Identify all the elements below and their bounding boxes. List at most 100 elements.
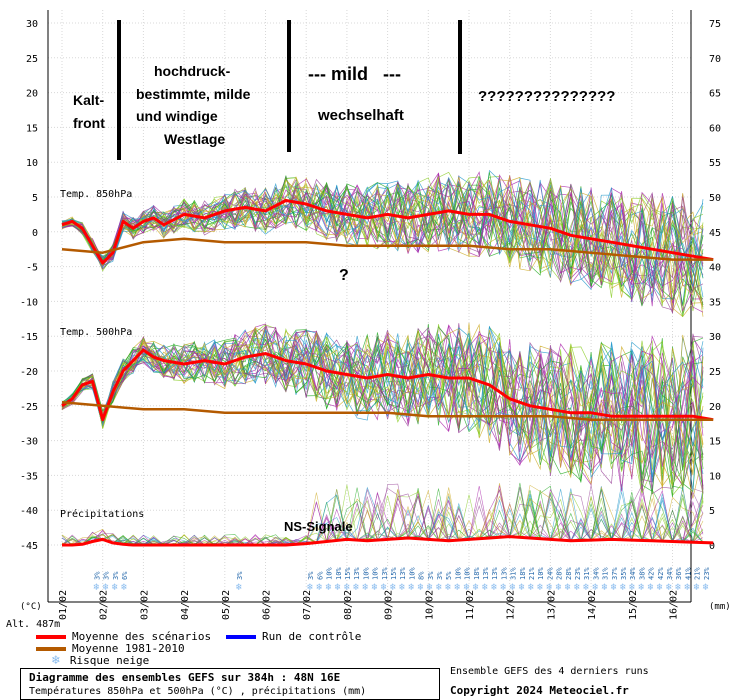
footer-subtitle: Températures 850hPa et 500hPa (°C) , pré…: [29, 686, 367, 697]
snowflake-icon: ❄: [583, 582, 590, 593]
snowflake-icon: ❄: [408, 582, 415, 593]
ensemble-member-line: [61, 172, 704, 301]
snow-risk-label: 6%: [121, 571, 129, 580]
series-line-precip-0: [62, 535, 714, 547]
snowflake-icon: ❄: [556, 582, 563, 593]
snowflake-icon: ❄: [52, 653, 60, 668]
snowflake-icon: ❄: [684, 582, 691, 593]
snowflake-icon: ❄: [565, 582, 572, 593]
x-tick-label: 01/02: [58, 590, 69, 620]
panel-label-500: Temp. 500hPa: [60, 327, 132, 338]
legend-item-mean: Moyenne des scénarios: [36, 630, 211, 643]
x-tick-label: 13/02: [546, 590, 557, 620]
legend-swatch-climate: [36, 646, 66, 651]
x-tick-label: 06/02: [262, 590, 273, 620]
snow-risk-label: 36%: [675, 567, 683, 580]
annotation-question-mark: ?: [339, 267, 349, 284]
left-tick-label: -40: [20, 506, 38, 517]
snow-risk-label: 10%: [335, 567, 343, 580]
right-tick-label: 40: [709, 263, 721, 274]
snow-risk-label: 21%: [694, 567, 702, 580]
snow-risk-label: 24%: [546, 567, 554, 580]
snowflake-icon: ❄: [335, 582, 342, 593]
ensemble-member-line: [61, 183, 704, 303]
legend-label-control: Run de contrôle: [262, 630, 362, 643]
snowflake-icon: ❄: [344, 582, 351, 593]
ensemble-member-line: [61, 327, 704, 460]
snow-risk-label: 37%: [611, 567, 619, 580]
snow-risk-label: 35%: [620, 567, 628, 580]
snow-risk-label: 15%: [390, 567, 398, 580]
snow-risk-label: 42%: [648, 567, 656, 580]
left-tick-label: -10: [20, 297, 38, 308]
snow-risk-label: 10%: [454, 567, 462, 580]
left-tick-label: -25: [20, 402, 38, 413]
snow-risk-label: 42%: [657, 567, 665, 580]
ensemble-member-line: [61, 330, 704, 464]
snow-risk-label: 3%: [103, 571, 111, 580]
snowflake-icon: ❄: [491, 582, 498, 593]
right-tick-label: 5: [709, 506, 715, 517]
snow-risk-label: 28%: [556, 567, 564, 580]
x-tick-label: 04/02: [180, 590, 191, 620]
right-tick-label: 30: [709, 332, 721, 343]
annotation-question-marks: ???????????????: [478, 88, 615, 105]
altitude-label: Alt. 487m: [6, 619, 60, 630]
snowflake-icon: ❄: [611, 582, 618, 593]
snowflake-icon: ❄: [629, 582, 636, 593]
snowflake-icon: ❄: [657, 582, 664, 593]
ensemble-member-line: [61, 176, 704, 283]
snowflake-icon: ❄: [519, 582, 526, 593]
panel-label-850: Temp. 850hPa: [60, 189, 132, 200]
ensemble-member-line: [61, 178, 704, 304]
series-line-t850-1: [61, 237, 714, 261]
snowflake-icon: ❄: [399, 582, 406, 593]
right-tick-label: 50: [709, 193, 721, 204]
left-tick-label: -15: [20, 332, 38, 343]
snowflake-icon: ❄: [427, 582, 434, 593]
snow-risk-label: 21%: [528, 567, 536, 580]
snowflake-icon: ❄: [121, 582, 128, 593]
snow-risk-label: 3%: [236, 571, 244, 580]
snow-risk-label: 34%: [629, 567, 637, 580]
snowflake-icon: ❄: [381, 582, 388, 593]
legend-label-mean: Moyenne des scénarios: [72, 630, 212, 643]
x-tick-label: 14/02: [587, 590, 598, 620]
snow-risk-label: 13%: [491, 567, 499, 580]
snowflake-icon: ❄: [454, 582, 461, 593]
x-axis-ticks: 01/02 02/02 03/02 04/02 05/02 06/02 07/02 08/02…: [58, 590, 680, 620]
annotation-hochdruck: hochdruck-: [154, 63, 231, 79]
left-tick-label: -35: [20, 471, 38, 482]
snow-risk-label: 13%: [353, 567, 361, 580]
snow-risk-label: 5%: [445, 571, 453, 580]
annotation-wechselhaft: wechselhaft: [317, 107, 404, 124]
snow-risk-label: 10%: [464, 567, 472, 580]
snow-risk-label: 6%: [316, 571, 324, 580]
snowflake-icon: ❄: [445, 582, 452, 593]
ensemble-member-line: [61, 333, 704, 497]
left-tick-label: 20: [26, 89, 38, 100]
ensemble-member-line: [61, 329, 704, 479]
panel-label-precip: Précipitations: [60, 508, 144, 520]
x-tick-label: 11/02: [465, 590, 476, 620]
snow-risk-label: 31%: [510, 567, 518, 580]
snowflake-icon: ❄: [694, 582, 701, 593]
right-tick-label: 70: [709, 54, 721, 65]
snowflake-icon: ❄: [666, 582, 673, 593]
series-lines: [61, 199, 714, 547]
snow-risk-label: 23%: [574, 567, 582, 580]
left-tick-label: 30: [26, 19, 38, 30]
snowflake-icon: ❄: [94, 582, 101, 593]
right-tick-label: 25: [709, 367, 721, 378]
snow-risk-label: 3%: [436, 571, 444, 580]
snowflake-icon: ❄: [500, 582, 507, 593]
footer-note: Ensemble GEFS des 4 derniers runs: [450, 666, 649, 677]
snowflake-icon: ❄: [602, 582, 609, 593]
right-tick-label: 65: [709, 89, 721, 100]
right-axis-unit: (mm): [709, 602, 731, 612]
legend-item-climate: Moyenne 1981-2010: [36, 642, 185, 655]
snow-risk-label: 10%: [537, 567, 545, 580]
x-tick-label: 02/02: [99, 590, 110, 620]
snowflake-icon: ❄: [372, 582, 379, 593]
